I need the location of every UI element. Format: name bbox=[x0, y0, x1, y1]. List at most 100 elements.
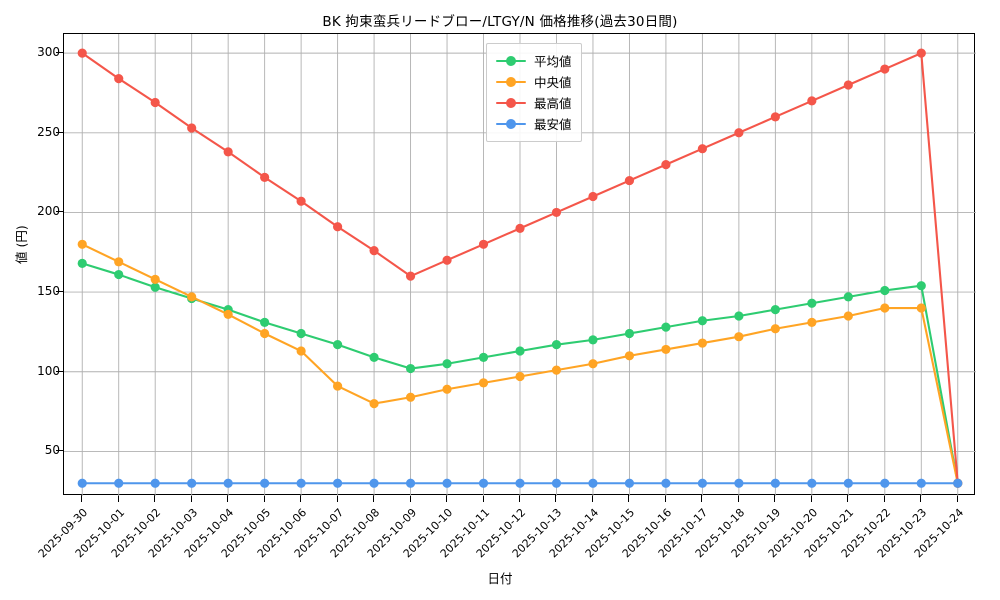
data-point bbox=[187, 292, 197, 302]
data-point bbox=[807, 317, 817, 327]
data-point bbox=[515, 478, 525, 488]
x-tick-mark bbox=[519, 495, 520, 502]
data-point bbox=[624, 478, 635, 488]
data-point bbox=[661, 322, 671, 332]
y-tick-label: 250 bbox=[37, 124, 60, 139]
x-tick-label: 2025-10-14 bbox=[546, 506, 602, 561]
y-tick-mark bbox=[56, 211, 63, 213]
data-point bbox=[150, 97, 160, 108]
x-tick-label: 2025-10-01 bbox=[72, 506, 127, 561]
data-point bbox=[916, 303, 926, 313]
data-point bbox=[661, 478, 671, 488]
data-point bbox=[588, 191, 598, 202]
data-point bbox=[734, 332, 744, 342]
chart-title: BK 拘束蛮兵リードブロー/LTGY/N 価格推移(過去30日間) bbox=[322, 14, 678, 30]
x-tick-mark bbox=[701, 495, 703, 502]
x-tick-label: 2025-10-21 bbox=[802, 506, 857, 561]
data-point bbox=[442, 384, 452, 394]
data-point bbox=[405, 363, 416, 374]
data-point bbox=[624, 351, 635, 361]
data-point bbox=[114, 257, 124, 267]
y-tick-label: 200 bbox=[37, 204, 60, 219]
data-point bbox=[551, 207, 562, 218]
x-tick-label: 2025-10-12 bbox=[473, 506, 529, 561]
x-tick-label: 2025-10-04 bbox=[181, 506, 237, 561]
x-tick-label: 2025-10-10 bbox=[400, 506, 456, 561]
x-tick-mark bbox=[190, 495, 192, 502]
y-axis-label: 値 (円) bbox=[14, 225, 29, 264]
x-tick-label: 2025-10-06 bbox=[254, 506, 310, 561]
x-tick-label: 2025-10-09 bbox=[364, 506, 419, 561]
data-point bbox=[223, 478, 233, 488]
data-point bbox=[588, 359, 598, 369]
data-point bbox=[296, 346, 306, 356]
x-tick-label: 2025-10-15 bbox=[583, 506, 638, 561]
legend-marker-icon bbox=[496, 118, 526, 130]
x-tick-label: 2025-10-19 bbox=[729, 506, 784, 561]
data-point bbox=[223, 309, 233, 319]
data-point bbox=[77, 258, 87, 269]
x-tick-mark bbox=[810, 495, 812, 502]
data-point bbox=[260, 328, 270, 339]
data-point bbox=[588, 335, 598, 345]
x-tick-label: 2025-10-22 bbox=[838, 506, 893, 561]
data-point bbox=[442, 478, 452, 488]
data-point bbox=[296, 196, 306, 206]
data-point bbox=[150, 478, 160, 488]
data-point bbox=[296, 478, 306, 488]
data-point bbox=[953, 478, 963, 488]
legend-item[interactable]: 中央値 bbox=[496, 71, 572, 92]
data-point bbox=[770, 112, 780, 122]
data-point bbox=[734, 128, 744, 138]
x-tick-mark bbox=[117, 495, 119, 502]
data-point bbox=[551, 365, 562, 375]
data-point bbox=[187, 123, 197, 133]
data-point bbox=[260, 172, 270, 182]
data-point bbox=[807, 298, 817, 308]
data-point bbox=[624, 175, 635, 186]
data-point bbox=[369, 399, 379, 409]
data-point bbox=[880, 64, 890, 74]
x-tick-mark bbox=[774, 495, 776, 502]
data-point bbox=[442, 255, 452, 265]
data-point bbox=[588, 478, 598, 488]
data-point bbox=[880, 303, 890, 313]
x-tick-label: 2025-10-18 bbox=[692, 506, 748, 561]
data-point bbox=[478, 239, 489, 249]
data-point bbox=[114, 269, 124, 280]
data-point bbox=[515, 223, 525, 233]
x-tick-mark bbox=[920, 495, 922, 502]
data-point bbox=[843, 478, 853, 488]
x-tick-label: 2025-10-03 bbox=[145, 506, 200, 561]
x-axis-label: 日付 bbox=[487, 571, 513, 586]
data-point bbox=[843, 292, 853, 302]
data-point bbox=[807, 478, 817, 488]
x-tick-mark bbox=[300, 495, 302, 502]
data-point bbox=[515, 346, 525, 356]
data-point bbox=[405, 392, 416, 402]
legend-item[interactable]: 最高値 bbox=[496, 92, 572, 113]
legend-item[interactable]: 平均値 bbox=[496, 50, 572, 71]
data-point bbox=[807, 96, 817, 106]
data-point bbox=[916, 281, 926, 291]
y-tick-mark bbox=[56, 370, 63, 372]
data-point bbox=[369, 352, 379, 362]
x-tick-label: 2025-10-13 bbox=[510, 506, 565, 561]
data-point bbox=[77, 478, 87, 488]
legend-label: 平均値 bbox=[534, 54, 572, 69]
legend-item[interactable]: 最安値 bbox=[496, 113, 572, 134]
x-tick-mark bbox=[373, 495, 375, 502]
x-tick-mark bbox=[482, 495, 484, 502]
x-tick-mark bbox=[847, 495, 849, 502]
x-tick-mark bbox=[591, 495, 593, 502]
data-point bbox=[260, 317, 270, 327]
x-tick-mark bbox=[555, 495, 557, 502]
data-point bbox=[515, 371, 525, 382]
data-point bbox=[880, 478, 890, 488]
data-point bbox=[333, 381, 343, 391]
chart-legend: 平均値中央値 最高値 最安値 bbox=[486, 43, 582, 142]
data-point bbox=[369, 478, 379, 488]
data-point bbox=[369, 246, 379, 256]
x-tick-label: 2025-10-16 bbox=[619, 506, 675, 561]
data-point bbox=[770, 478, 780, 488]
